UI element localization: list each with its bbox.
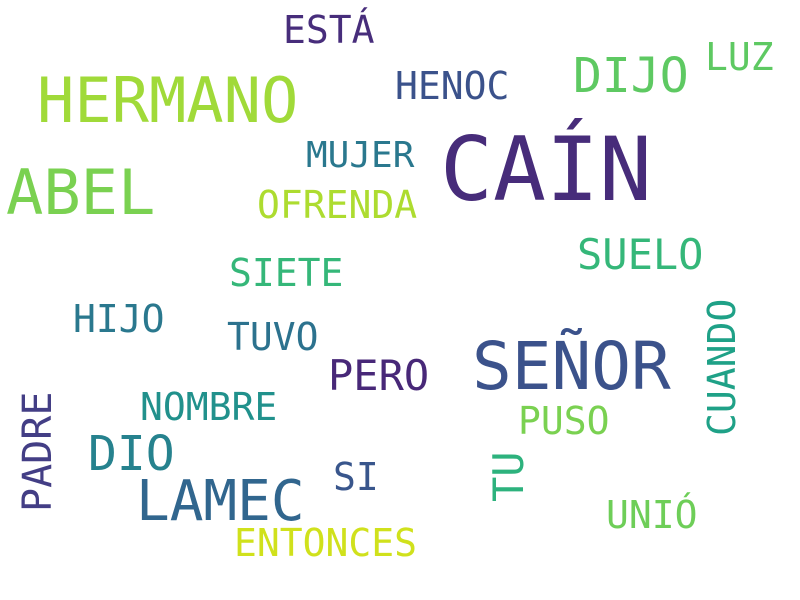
word-unio: UNIÓ: [606, 493, 698, 537]
word-dio: DIO: [88, 426, 175, 482]
word-ofrenda: OFRENDA: [257, 183, 418, 227]
word-cain: CAÍN: [440, 118, 652, 221]
word-entonces: ENTONCES: [234, 521, 418, 565]
word-nombre: NOMBRE: [140, 385, 278, 429]
word-esta: ESTÁ: [283, 8, 375, 52]
word-mujer: MUJER: [306, 135, 415, 176]
word-tu: TU: [484, 451, 533, 502]
word-cuando: CUANDO: [700, 298, 744, 436]
word-luz: LUZ: [705, 35, 774, 79]
word-dijo: DIJO: [573, 48, 689, 104]
word-si: SI: [333, 455, 379, 499]
word-puso: PUSO: [518, 399, 610, 443]
word-siete: SIETE: [229, 251, 344, 295]
word-tuvo: TUVO: [227, 315, 319, 359]
word-padre: PADRE: [15, 391, 61, 512]
word-henoc: HENOC: [395, 64, 510, 108]
word-abel: ABEL: [6, 156, 156, 229]
word-hermano: HERMANO: [37, 64, 299, 137]
word-pero: PERO: [328, 351, 430, 400]
word-hijo: HIJO: [73, 297, 165, 341]
word-lamec: LAMEC: [136, 469, 305, 534]
word-senor: SEÑOR: [472, 328, 671, 405]
word-suelo: SUELO: [577, 230, 704, 279]
